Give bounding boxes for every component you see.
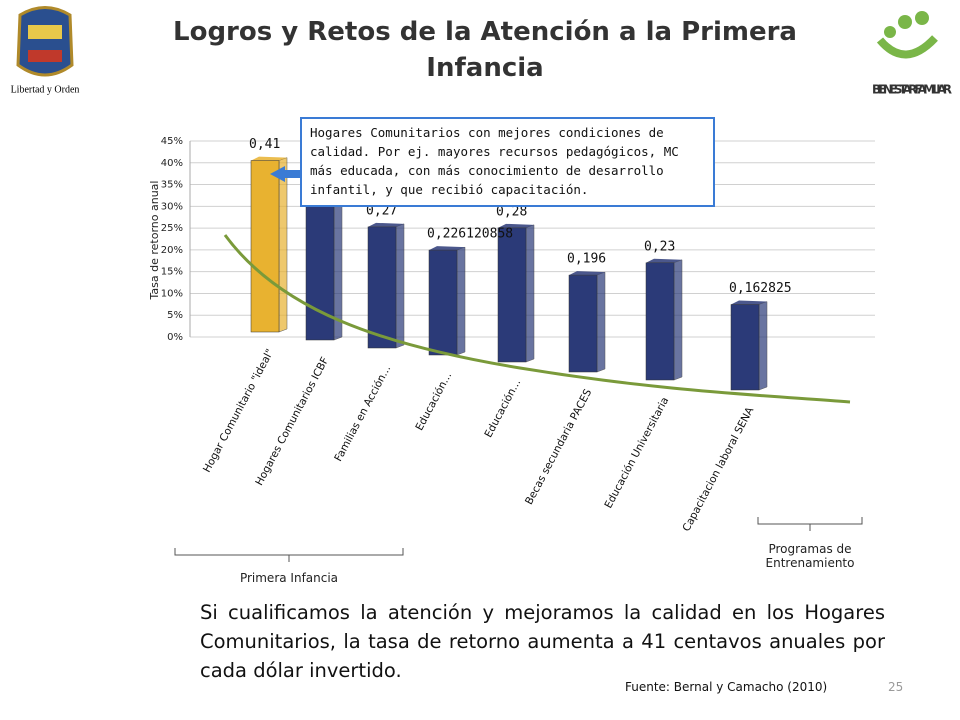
bars [250,156,768,391]
bar-side [596,271,606,373]
x-tick-label: Educación… [413,370,454,433]
y-tick-label: 20% [161,245,183,256]
value-label: 0,23 [644,239,675,254]
value-label: 0,226120858 [427,227,513,242]
y-tick-label: 40% [161,158,183,169]
source: Fuente: Bernal y Camacho (2010) [625,680,828,694]
value-label: 0,41 [249,137,280,152]
page-number: 25 [888,680,904,694]
bar-side [395,223,405,349]
bar-top [646,258,682,263]
group-label: Programas de Entrenamiento [765,542,855,570]
y-axis-label: Tasa de retorno anual [148,181,161,301]
y-tick-label: 10% [161,288,183,299]
x-tick-label: Becas secundaria PACES [523,387,594,507]
bar-top [731,300,767,305]
slide-title: Logros y Retos de la Atención a la Prime… [173,17,797,83]
bar [305,205,335,341]
y-tick-label: 35% [161,180,183,191]
y-tick-label: 25% [161,223,183,234]
value-label: 0,27 [366,203,397,218]
bar [730,304,760,391]
bracket [174,548,404,562]
callout-arrow [270,166,300,182]
x-tick-label: Educación… [482,377,523,440]
callout: Hogares Comunitarios con mejores condici… [300,117,715,207]
bar [428,249,458,356]
group-label: Primera Infancia [239,571,339,585]
bar-side [673,259,683,381]
bar [250,160,280,333]
bar-top [251,156,287,161]
bar [645,262,675,381]
value-label: 0,28 [496,204,527,219]
bar-side [758,301,768,391]
logo-left-text: Libertad y Orden [11,84,80,95]
bar [497,227,527,363]
logo-right-text: BIENESTAR FAMILIAR [872,83,952,97]
x-tick-label: Hogar Comunitario "ideal" [201,347,276,474]
x-tick-label: Familias en Acción… [332,363,393,463]
y-tick-label: 45% [161,136,183,147]
logo-right: BIENESTAR FAMILIAR [872,11,952,97]
bar [367,226,397,349]
x-tick-label: Hogares Comunitarios ICBF [253,355,331,488]
trend-line [223,234,851,404]
bar-side [456,246,466,356]
logo-left: Libertad y Orden [11,6,80,95]
y-tick-label: 5% [167,310,183,321]
x-tick-label: Educación Universitaria [602,395,671,510]
bar-top [569,271,605,276]
bar [568,274,598,373]
y-tick-label: 0% [167,332,183,343]
value-label: 0,196 [567,252,606,267]
y-tick-label: 30% [161,201,183,212]
bar-top [498,223,534,228]
y-tick-label: 15% [161,267,183,278]
bar-side [278,157,288,333]
bar-side [525,224,535,363]
bracket [757,517,863,531]
body-text: Si cualificamos la atención y mejoramos … [200,601,885,682]
value-label: 0,162825 [729,281,792,296]
bar-top [429,246,465,251]
bar-top [368,222,404,227]
x-tick-label: Capacitacion laboral SENA [680,404,756,533]
